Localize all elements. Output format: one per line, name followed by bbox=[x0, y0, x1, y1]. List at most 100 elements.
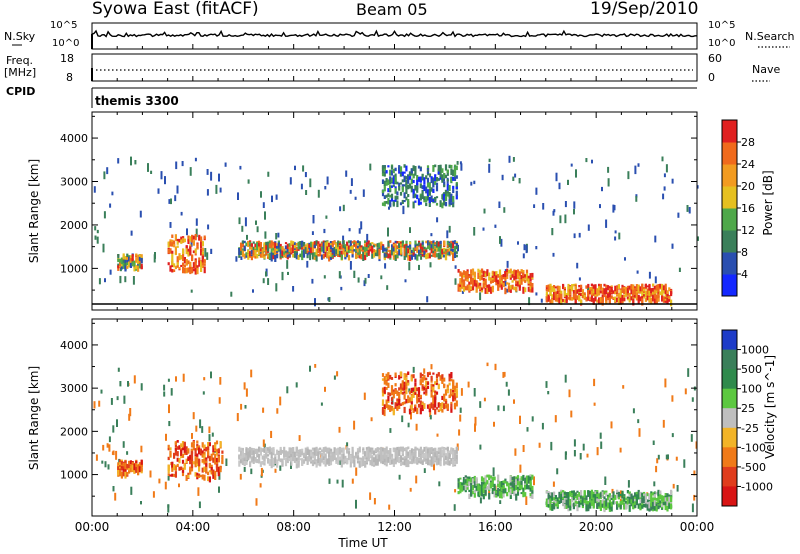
echo-cell bbox=[531, 283, 534, 286]
echo-cell bbox=[427, 253, 430, 256]
y-tick-label: 4000 bbox=[60, 339, 88, 352]
echo-cell bbox=[322, 452, 325, 457]
echo-cell bbox=[374, 249, 377, 253]
echo-cell bbox=[593, 378, 596, 387]
echo-cell bbox=[653, 481, 656, 487]
echo-cell bbox=[559, 215, 562, 224]
echo-cell bbox=[169, 265, 172, 272]
echo-cell bbox=[117, 470, 120, 476]
echo-cell bbox=[364, 451, 367, 457]
echo-cell bbox=[444, 400, 448, 405]
nsky-tick-bottom: 10^0 bbox=[52, 38, 80, 49]
freq-label: Freq. bbox=[6, 54, 34, 67]
echo-cell bbox=[173, 464, 176, 471]
echo-cell bbox=[328, 454, 331, 461]
echo-cell bbox=[167, 262, 170, 266]
echo-cell bbox=[399, 202, 403, 206]
echo-cell bbox=[268, 243, 271, 248]
echo-cell bbox=[203, 235, 206, 240]
echo-cell bbox=[621, 499, 624, 505]
echo-cell bbox=[626, 501, 629, 505]
echo-cell bbox=[556, 501, 559, 508]
echo-cell bbox=[342, 448, 345, 454]
echo-cell bbox=[429, 173, 432, 178]
echo-cell bbox=[421, 253, 424, 257]
echo-cell bbox=[405, 176, 408, 180]
echo-cell bbox=[398, 186, 401, 191]
echo-cell bbox=[412, 391, 415, 398]
echo-cell bbox=[167, 504, 170, 513]
echo-cell bbox=[353, 460, 356, 464]
echo-cell bbox=[356, 456, 360, 460]
echo-cell bbox=[297, 254, 300, 260]
echo-cell bbox=[565, 492, 568, 499]
echo-cell bbox=[517, 241, 519, 245]
echo-cell bbox=[425, 255, 428, 260]
echo-cell bbox=[462, 485, 466, 491]
echo-cell bbox=[329, 448, 333, 451]
echo-cell bbox=[358, 241, 361, 248]
echo-cell bbox=[567, 296, 570, 300]
echo-cell bbox=[657, 295, 660, 302]
echo-cell bbox=[417, 391, 421, 398]
echo-cell bbox=[398, 392, 401, 398]
echo-cell bbox=[201, 265, 204, 268]
echo-cell bbox=[198, 260, 201, 267]
echo-cell bbox=[173, 240, 176, 247]
echo-cell bbox=[245, 451, 248, 457]
echo-cell bbox=[360, 459, 363, 467]
echo-cell bbox=[129, 462, 132, 467]
echo-cell bbox=[565, 499, 568, 506]
echo-cell bbox=[558, 298, 561, 304]
echo-cell bbox=[448, 243, 451, 248]
echo-cell bbox=[434, 245, 437, 250]
echo-cell bbox=[423, 391, 426, 395]
echo-cell bbox=[425, 249, 428, 253]
echo-cell bbox=[173, 473, 176, 477]
echo-cell bbox=[201, 241, 204, 247]
echo-cell bbox=[340, 454, 343, 459]
echo-cell bbox=[435, 240, 439, 248]
echo-cell bbox=[639, 503, 642, 507]
echo-cell bbox=[196, 445, 199, 451]
echo-cell bbox=[414, 168, 417, 176]
echo-cell bbox=[403, 447, 406, 452]
echo-cell bbox=[270, 240, 273, 246]
echo-cell bbox=[662, 496, 665, 502]
echo-cell bbox=[603, 505, 606, 513]
echo-cell bbox=[423, 403, 426, 409]
echo-cell bbox=[339, 206, 342, 212]
echo-cell bbox=[656, 458, 659, 464]
echo-cell bbox=[385, 253, 388, 258]
echo-cell bbox=[601, 496, 604, 498]
echo-cell bbox=[385, 178, 388, 183]
echo-cell bbox=[215, 184, 218, 194]
echo-cell bbox=[353, 243, 356, 246]
echo-cell bbox=[655, 503, 658, 507]
echo-cell bbox=[628, 285, 631, 289]
echo-cell bbox=[504, 271, 507, 275]
echo-cell bbox=[367, 274, 370, 278]
echo-cell bbox=[572, 502, 575, 510]
echo-cell bbox=[381, 202, 385, 206]
echo-cell bbox=[147, 163, 149, 172]
echo-cell bbox=[664, 293, 667, 300]
echo-cell bbox=[637, 494, 640, 500]
echo-cell bbox=[506, 492, 509, 497]
echo-cell bbox=[124, 256, 127, 260]
echo-cell bbox=[437, 458, 440, 465]
echo-cell bbox=[182, 252, 185, 259]
echo-cell bbox=[387, 404, 390, 410]
echo-cell bbox=[482, 482, 485, 485]
echo-cell bbox=[203, 451, 206, 458]
echo-cell bbox=[672, 483, 675, 489]
echo-cell bbox=[133, 265, 136, 272]
echo-cell bbox=[592, 494, 595, 498]
echo-cell bbox=[324, 244, 327, 251]
echo-cell bbox=[617, 491, 620, 497]
echo-cell bbox=[277, 455, 280, 461]
echo-cell bbox=[443, 192, 446, 195]
echo-cell bbox=[152, 491, 155, 498]
echo-cell bbox=[238, 455, 241, 459]
echo-cell bbox=[194, 264, 197, 268]
